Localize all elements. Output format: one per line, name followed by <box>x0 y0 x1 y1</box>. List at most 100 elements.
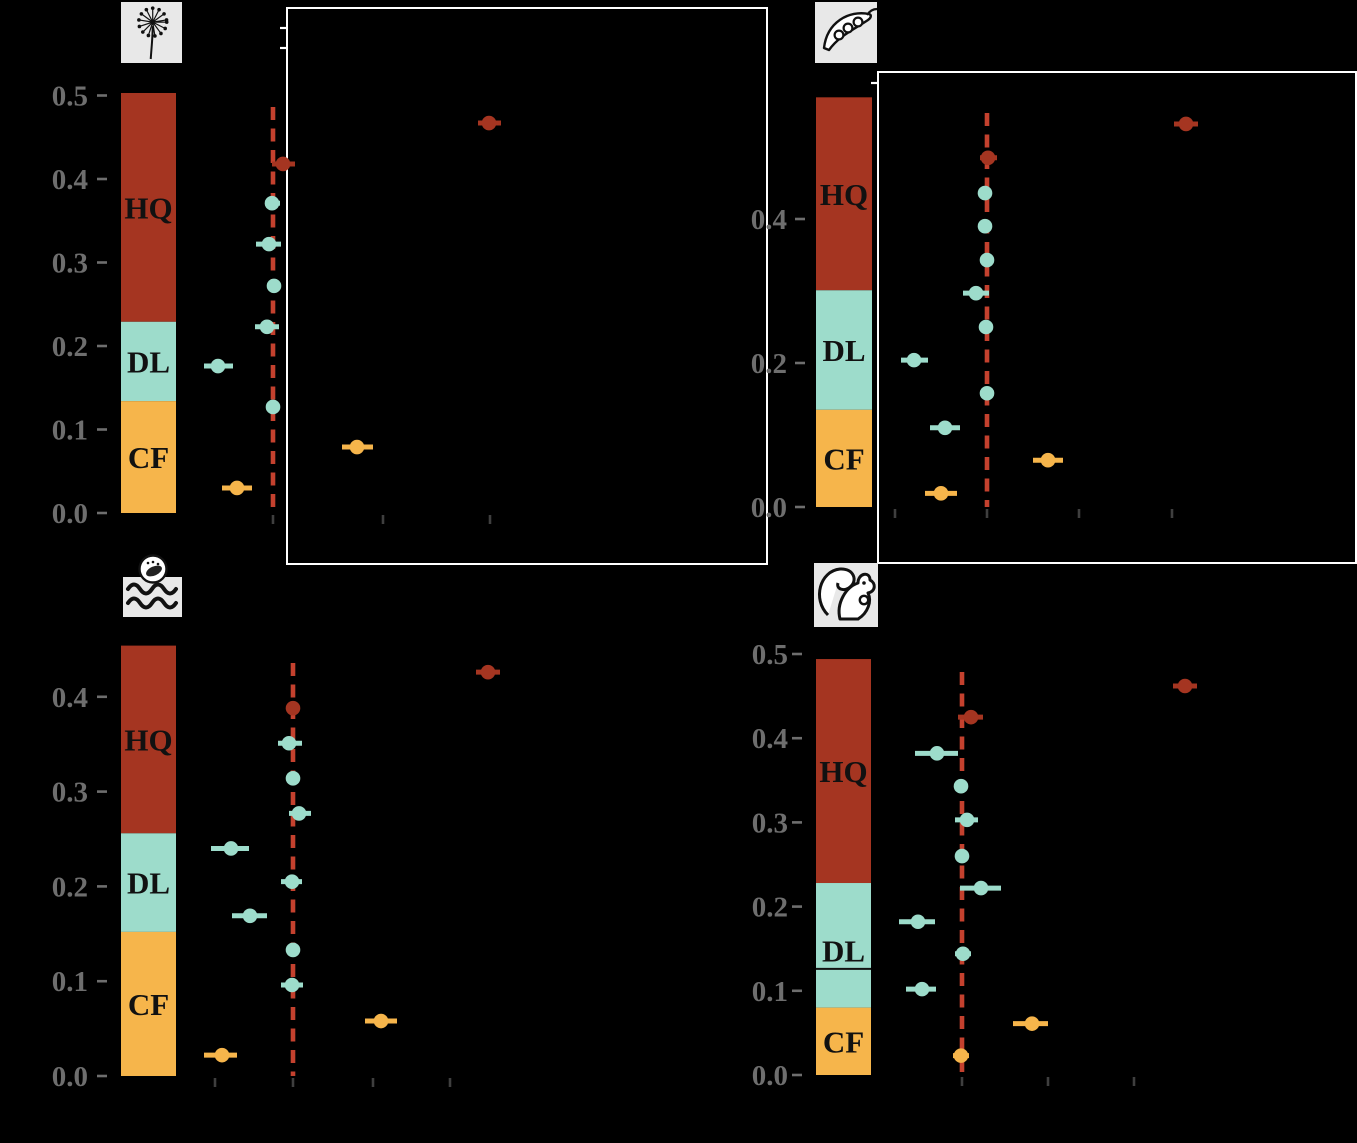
bar-group-label-cf: CF <box>128 987 169 1022</box>
estimate-point-dl <box>906 352 922 368</box>
estimate-point-dl <box>959 812 975 828</box>
estimate-point-dl <box>223 841 239 856</box>
estimate-point-dl <box>914 981 930 997</box>
estimate-point-dl <box>979 385 995 401</box>
stacked-bar-segment-hq <box>121 92 176 322</box>
estimate-point-dl <box>953 778 969 794</box>
estimate-point-dl <box>954 848 970 864</box>
panel-bottom-right: 0.5 0.4 0.3 0.2 0.1 0.0 HQ DL CF <box>752 563 1197 1092</box>
y-axis-tick-label: 0.0 <box>752 1060 788 1092</box>
estimate-point-dl <box>264 195 280 211</box>
estimate-point-dl <box>937 420 953 436</box>
y-axis-tick-label: 0.3 <box>52 248 88 280</box>
estimate-point-cf <box>953 1048 969 1063</box>
bar-group-label-hq: HQ <box>124 722 172 757</box>
estimate-point-dl <box>977 185 993 201</box>
estimate-point-dl <box>266 278 282 294</box>
estimate-point-cf <box>1040 452 1056 468</box>
estimate-point-cf <box>373 1013 389 1029</box>
estimate-point-dl <box>977 218 993 234</box>
estimate-point-dl <box>910 914 926 930</box>
y-axis-tick-label: 0.5 <box>752 639 788 671</box>
estimate-point-hq <box>980 150 996 166</box>
bar-group-label-cf: CF <box>823 1024 864 1059</box>
inset-box-border <box>286 7 768 565</box>
estimate-point-dl <box>978 319 994 335</box>
estimate-point-cf <box>933 486 949 501</box>
estimate-point-dl <box>979 252 995 268</box>
stacked-bar-segment-hq <box>816 97 872 291</box>
stacked-bar-segment-cf <box>816 1007 871 1075</box>
bar-group-label-dl: DL <box>822 933 865 968</box>
seed-on-water-icon <box>123 554 182 617</box>
estimate-point-cf <box>349 439 365 455</box>
squirrel-icon <box>814 563 878 627</box>
inset-box-border <box>877 71 1357 564</box>
stacked-bar-segment-dl <box>121 833 176 932</box>
stacked-bar-segment-dl <box>816 290 872 410</box>
estimate-point-dl <box>291 806 307 821</box>
estimate-point-dl <box>284 977 300 993</box>
bar-group-label-hq: HQ <box>819 754 867 789</box>
y-axis-tick-label: 0.0 <box>751 492 787 524</box>
bar-group-label-dl: DL <box>822 333 865 368</box>
bar-group-label-dl: DL <box>127 866 170 901</box>
estimate-point-hq <box>285 700 301 716</box>
estimate-point-hq <box>1177 678 1193 694</box>
y-axis-tick-label: 0.4 <box>52 682 88 714</box>
estimate-point-cf <box>229 480 245 496</box>
estimate-point-dl <box>285 942 301 958</box>
y-axis-tick-label: 0.2 <box>52 331 88 363</box>
y-axis-tick-label: 0.4 <box>752 723 788 755</box>
estimate-point-cf <box>214 1047 230 1063</box>
estimate-point-hq <box>275 156 291 172</box>
stacked-bar-segment-cf <box>121 931 176 1076</box>
estimate-point-hq <box>1178 116 1194 132</box>
estimate-point-hq <box>963 709 979 725</box>
dandelion-icon <box>121 2 182 63</box>
estimate-point-hq <box>481 115 497 131</box>
stacked-bar-segment-cf <box>816 409 872 507</box>
estimate-point-dl <box>968 285 984 301</box>
y-axis-tick-label: 0.2 <box>752 892 788 924</box>
y-axis-tick-label: 0.5 <box>52 81 88 113</box>
stacked-bar-segment-hq <box>121 645 176 834</box>
panel-bottom-left: 0.4 0.3 0.2 0.1 0.0 HQ DL CF <box>52 554 500 1093</box>
estimate-point-cf <box>1024 1016 1040 1031</box>
bar-group-label-hq: HQ <box>124 190 172 225</box>
panel-top-left: 0.5 0.4 0.3 0.2 0.1 0.0 HQ DL CF <box>52 2 768 565</box>
pea-pod-icon <box>815 2 878 63</box>
stacked-bar-segment-dl <box>121 321 176 402</box>
estimate-point-dl <box>929 746 945 761</box>
y-axis-tick-label: 0.0 <box>52 1061 88 1093</box>
estimate-point-hq <box>480 664 496 680</box>
y-axis-tick-label: 0.1 <box>752 976 788 1008</box>
estimate-point-dl <box>261 236 277 252</box>
y-axis-tick-label: 0.4 <box>751 204 787 236</box>
estimate-point-dl <box>242 908 258 924</box>
y-axis-tick-label: 0.3 <box>752 807 788 839</box>
y-axis-tick-label: 0.2 <box>52 871 88 903</box>
estimate-point-dl <box>284 874 300 889</box>
stacked-bar-segment-cf <box>121 401 176 513</box>
y-axis-tick-label: 0.1 <box>52 415 88 447</box>
estimate-point-dl <box>281 735 297 751</box>
y-axis-tick-label: 0.3 <box>52 777 88 809</box>
y-axis-tick-label: 0.0 <box>52 498 88 530</box>
estimate-point-dl <box>973 880 989 896</box>
panel-top-right: 0.4 0.2 0.0 HQ DL CF <box>751 2 1357 564</box>
y-axis-tick-label: 0.1 <box>52 966 88 998</box>
y-axis-tick-label: 0.4 <box>52 164 88 196</box>
estimate-point-dl <box>285 771 301 786</box>
bar-group-label-cf: CF <box>128 440 169 475</box>
bar-group-label-hq: HQ <box>820 177 868 212</box>
stacked-bar-segment-hq <box>816 659 871 884</box>
estimate-point-dl <box>955 946 971 962</box>
stacked-bar-segment-dl <box>816 883 871 1008</box>
y-axis-tick-label: 0.2 <box>751 348 787 380</box>
bar-group-label-dl: DL <box>127 344 170 379</box>
estimate-point-dl <box>259 319 275 335</box>
estimate-point-dl <box>265 399 281 415</box>
